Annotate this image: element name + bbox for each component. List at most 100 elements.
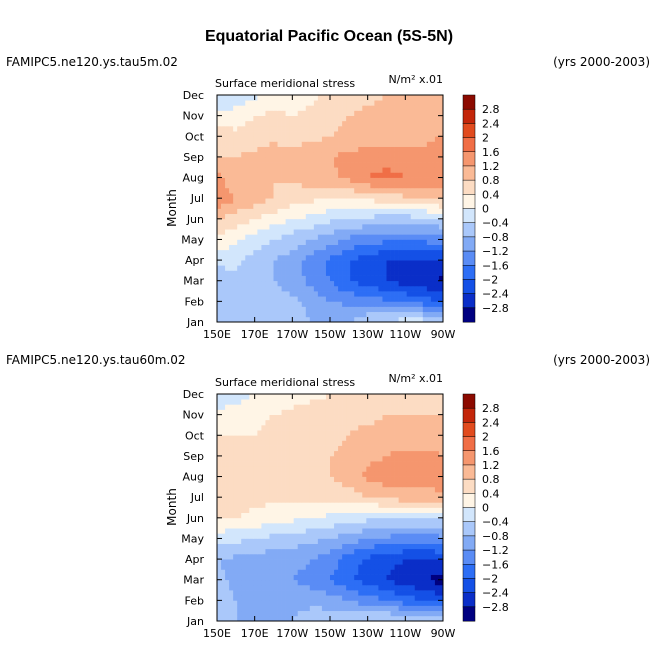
heatmap-cell [330, 440, 335, 446]
heatmap-cell [277, 265, 282, 271]
heatmap-cell [386, 270, 391, 276]
heatmap-cell [338, 492, 343, 498]
heatmap-cell [305, 595, 311, 601]
heatmap-cell [402, 125, 408, 132]
heatmap-cell [277, 507, 282, 514]
heatmap-cell [350, 528, 355, 534]
heatmap-cell [309, 497, 315, 503]
heatmap-cell [362, 223, 367, 230]
heatmap-cell [342, 553, 347, 560]
heatmap-cell [386, 522, 391, 529]
colorbar-label: 1.2 [482, 160, 500, 173]
heatmap-cell [285, 430, 290, 436]
heatmap-cell [398, 528, 403, 534]
heatmap-cell [398, 564, 403, 570]
heatmap-cell [346, 455, 351, 462]
heatmap-cell [225, 461, 230, 467]
heatmap-cell [221, 435, 226, 441]
heatmap-cell [301, 471, 307, 477]
heatmap-cell [338, 455, 343, 462]
heatmap-cell [370, 564, 375, 570]
heatmap-cell [273, 296, 278, 302]
heatmap-cell [245, 481, 250, 488]
heatmap-cell [249, 553, 254, 560]
heatmap-cell [346, 610, 351, 617]
heatmap-cell [261, 270, 266, 276]
heatmap-cell [317, 254, 323, 261]
heatmap-cell [225, 394, 230, 400]
heatmap-cell [217, 414, 222, 421]
heatmap-cell [237, 481, 242, 488]
heatmap-cell [438, 476, 444, 483]
heatmap-cell [301, 234, 307, 240]
heatmap-cell [406, 610, 412, 617]
heatmap-cell [402, 141, 408, 147]
heatmap-cell [325, 409, 331, 415]
heatmap-cell [342, 234, 347, 240]
heatmap-cell [265, 507, 270, 514]
heatmap-cell [398, 296, 403, 302]
heatmap-cell [269, 419, 274, 426]
heatmap-cell [402, 579, 408, 586]
heatmap-cell [414, 492, 420, 498]
heatmap-cell [325, 167, 331, 173]
heatmap-cell [402, 435, 408, 441]
heatmap-cell [350, 450, 355, 457]
heatmap-cell [346, 450, 351, 457]
heatmap-cell [273, 471, 278, 477]
heatmap-cell [418, 605, 424, 612]
heatmap-cell [265, 419, 270, 426]
heatmap-cell [325, 559, 331, 565]
heatmap-cell [358, 435, 363, 441]
heatmap-cell [289, 533, 295, 539]
years-label-1: (yrs 2000-2003) [553, 55, 650, 69]
heatmap-cell [237, 229, 242, 235]
heatmap-cell [434, 311, 440, 318]
heatmap-cell [390, 275, 395, 282]
heatmap-cell [245, 590, 250, 596]
heatmap-cell [233, 528, 238, 534]
heatmap-cell [281, 198, 286, 204]
heatmap-cell [342, 507, 347, 514]
heatmap-cell [321, 229, 327, 235]
heatmap-cell [374, 538, 379, 544]
heatmap-cell [321, 208, 327, 215]
heatmap-cell [293, 136, 299, 142]
heatmap-cell [321, 471, 327, 477]
heatmap-cell [289, 559, 295, 565]
heatmap-cell [350, 399, 355, 405]
heatmap-cell [265, 301, 270, 307]
heatmap-cell [221, 455, 226, 462]
heatmap-cell [317, 564, 323, 570]
heatmap-cell [370, 280, 375, 287]
heatmap-cell [317, 404, 323, 410]
heatmap-cell [334, 440, 339, 446]
heatmap-cell [370, 610, 375, 617]
heatmap-cell [434, 249, 440, 256]
heatmap-cell [273, 306, 278, 313]
heatmap-cell [245, 502, 250, 508]
heatmap-cell [233, 280, 238, 287]
heatmap-cell [338, 146, 343, 153]
heatmap-cell [330, 517, 335, 524]
heatmap-cell [301, 146, 307, 153]
heatmap-cell [253, 306, 258, 313]
heatmap-cell [330, 595, 335, 601]
heatmap-cell [261, 203, 266, 209]
heatmap-cell [293, 275, 299, 282]
heatmap-cell [305, 198, 311, 204]
heatmap-cell [285, 177, 290, 184]
heatmap-cell [269, 610, 274, 617]
heatmap-cell [354, 590, 359, 596]
heatmap-cell [321, 249, 327, 256]
heatmap-cell [281, 590, 286, 596]
heatmap-cell [293, 162, 299, 168]
heatmap-cell [221, 95, 226, 101]
heatmap-cell [406, 497, 412, 503]
heatmap-cell [273, 141, 278, 147]
heatmap-cell [398, 105, 403, 111]
heatmap-cell [338, 605, 343, 612]
heatmap-cell [398, 584, 403, 591]
heatmap-cell [309, 419, 315, 426]
heatmap-cell [410, 95, 416, 101]
